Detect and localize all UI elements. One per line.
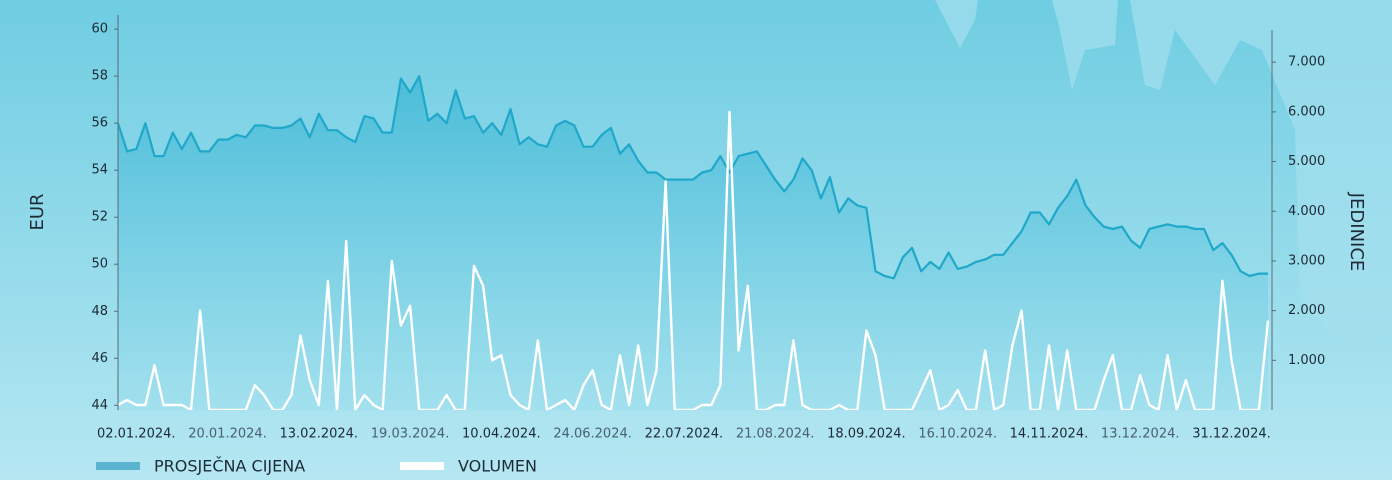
y-tick-label: 48: [91, 304, 108, 319]
decoration: [935, 0, 1392, 370]
legend-swatch: [96, 462, 140, 470]
x-tick-label: 20.01.2024.: [188, 427, 267, 442]
x-tick-label: 10.04.2024.: [462, 427, 541, 442]
x-tick-label: 18.09.2024.: [827, 427, 906, 442]
series-line: [118, 75, 1268, 280]
x-tick-label: 14.11.2024.: [1010, 427, 1089, 442]
x-tick-label: 31.12.2024.: [1192, 427, 1271, 442]
series-line: [118, 110, 1270, 410]
x-tick-label: 02.01.2024.: [97, 427, 176, 442]
x-tick-label: 21.08.2024.: [736, 427, 815, 442]
y-tick-label: 50: [91, 257, 108, 272]
x-tick-label: 13.12.2024.: [1101, 427, 1180, 442]
y-tick-label: 54: [91, 163, 108, 178]
y-tick-label: 56: [91, 116, 108, 131]
y-axis-title: EUR: [27, 193, 48, 230]
y2-tick-label: 7.000: [1288, 55, 1325, 70]
y2-axis-title: JEDINICE: [1346, 192, 1367, 272]
x-tick-label: 16.10.2024.: [918, 427, 997, 442]
y-tick-label: 46: [91, 351, 108, 366]
y-tick-label: 52: [91, 210, 108, 225]
y2-tick-label: 3.000: [1288, 253, 1325, 268]
x-tick-label: 22.07.2024.: [645, 427, 724, 442]
x-tick-label: 19.03.2024.: [371, 427, 450, 442]
x-tick-label: 24.06.2024.: [553, 427, 632, 442]
y2-tick-label: 2.000: [1288, 303, 1325, 318]
y-tick-label: 60: [91, 22, 108, 37]
y2-tick-label: 4.000: [1288, 204, 1325, 219]
legend-swatch: [400, 462, 444, 470]
price-area: [118, 76, 1268, 410]
y2-tick-label: 1.000: [1288, 353, 1325, 368]
legend-label: PROSJEČNA CIJENA: [154, 457, 305, 476]
y-tick-label: 44: [91, 398, 108, 413]
y2-tick-label: 6.000: [1288, 104, 1325, 119]
x-tick-label: 13.02.2024.: [280, 427, 359, 442]
legend-label: VOLUMEN: [458, 457, 537, 476]
y-tick-label: 58: [91, 69, 108, 84]
y2-tick-label: 5.000: [1288, 154, 1325, 169]
